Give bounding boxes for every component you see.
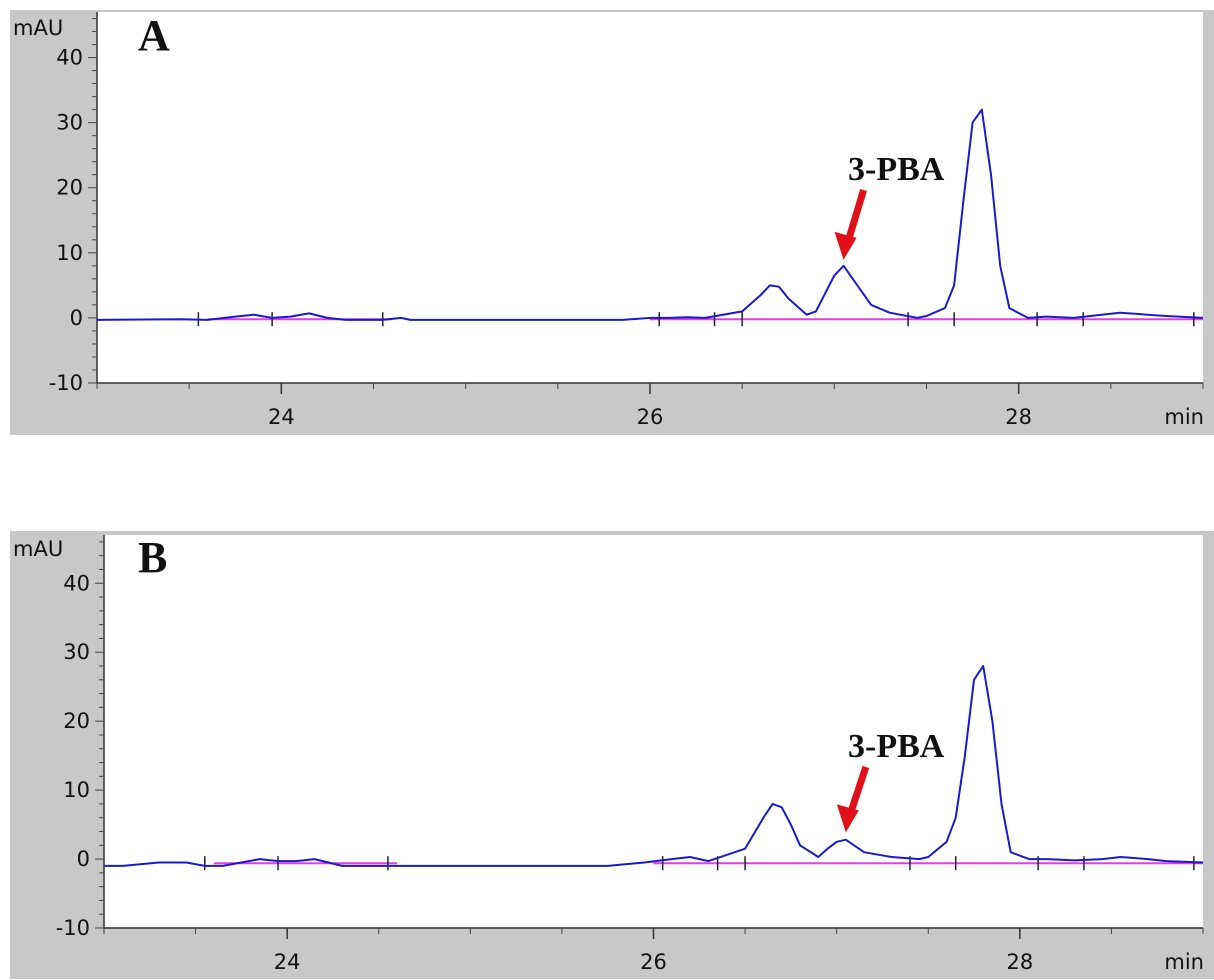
y-tick-label: 40 bbox=[56, 46, 83, 70]
x-tick-label: 28 bbox=[1006, 950, 1033, 974]
y-tick-label: 20 bbox=[63, 709, 90, 733]
x-tick-label: 26 bbox=[640, 950, 667, 974]
y-tick-label: 40 bbox=[63, 571, 90, 595]
annotation-arrow-shaft bbox=[845, 188, 867, 241]
panel-letter: A bbox=[138, 11, 170, 60]
chromatogram-trace bbox=[104, 665, 1204, 867]
y-tick-label: -10 bbox=[49, 371, 83, 395]
annotation-arrow-shaft bbox=[847, 765, 870, 814]
annotation-label: 3-PBA bbox=[848, 151, 945, 188]
x-tick-label: 26 bbox=[637, 405, 664, 429]
annotation-label: 3-PBA bbox=[848, 728, 945, 765]
y-tick-label: 30 bbox=[56, 111, 83, 135]
y-tick-label: 20 bbox=[56, 176, 83, 200]
y-axis-label: mAU bbox=[13, 537, 63, 561]
x-axis-label: min bbox=[1164, 950, 1204, 974]
y-tick-label: 0 bbox=[77, 847, 90, 871]
y-axis-label: mAU bbox=[13, 16, 63, 40]
y-tick-label: 0 bbox=[70, 306, 83, 330]
annotation-arrow-head bbox=[834, 231, 857, 260]
y-tick-label: 10 bbox=[56, 241, 83, 265]
x-tick-label: 24 bbox=[274, 950, 301, 974]
chart-panel-a: -10 0 10 20 30 40 mAU 24 26 28 min A 3-PBA bbox=[10, 10, 1214, 435]
y-tick-label: 10 bbox=[63, 778, 90, 802]
y-tick-label: -10 bbox=[56, 916, 90, 940]
x-axis-label: min bbox=[1164, 405, 1204, 429]
annotation-arrow-head bbox=[836, 804, 859, 833]
panel-letter: B bbox=[138, 533, 167, 582]
x-tick-label: 24 bbox=[268, 405, 295, 429]
plot-area bbox=[97, 12, 1203, 383]
y-tick-label: 30 bbox=[63, 640, 90, 664]
x-tick-label: 28 bbox=[1005, 405, 1032, 429]
chromatogram-trace bbox=[96, 108, 1204, 321]
